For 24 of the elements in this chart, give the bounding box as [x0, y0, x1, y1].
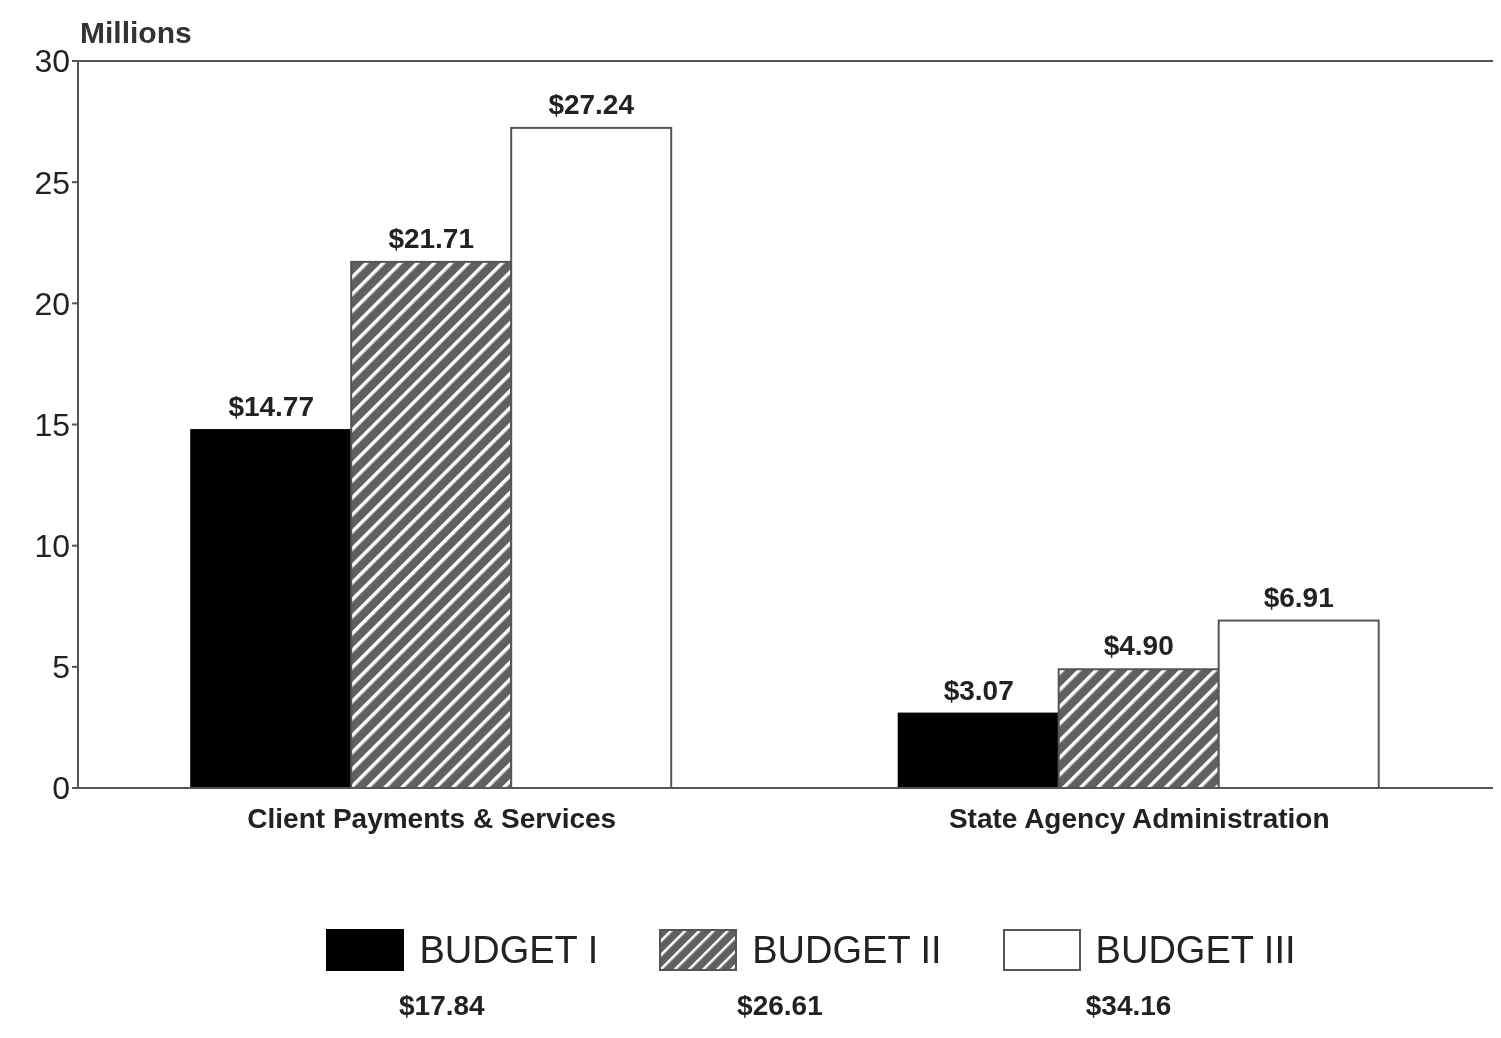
text: $34.16: [1085, 990, 1172, 1022]
data-label: $27.24: [548, 88, 635, 120]
x-tick-label: State Agency Administration: [948, 802, 1330, 834]
y-tick-label: 10: [34, 528, 70, 565]
data-label: $3.07: [943, 674, 1014, 706]
legend-label: BUDGET III: [1095, 928, 1296, 972]
x-tick-label: Client Payments & Services: [247, 802, 617, 834]
y-tick-label: 5: [52, 649, 70, 686]
y-tick-label: 0: [52, 770, 70, 807]
y-axis-title: Millions: [80, 16, 192, 50]
y-tick-label: 15: [34, 406, 70, 443]
legend-label: BUDGET II: [752, 928, 942, 972]
y-tick-label: 25: [34, 164, 70, 201]
bar: [190, 429, 353, 788]
legend-label: BUDGET I: [419, 928, 599, 972]
data-label: $4.90: [1103, 630, 1174, 662]
text: $17.84: [399, 990, 485, 1022]
bar: [897, 712, 1060, 788]
data-label: $21.71: [388, 222, 475, 254]
data-label: $6.91: [1263, 581, 1334, 613]
y-tick-label: 20: [34, 285, 70, 322]
text: $26.61: [737, 990, 823, 1022]
y-tick-label: 30: [34, 43, 70, 80]
data-label: $14.77: [228, 391, 315, 423]
